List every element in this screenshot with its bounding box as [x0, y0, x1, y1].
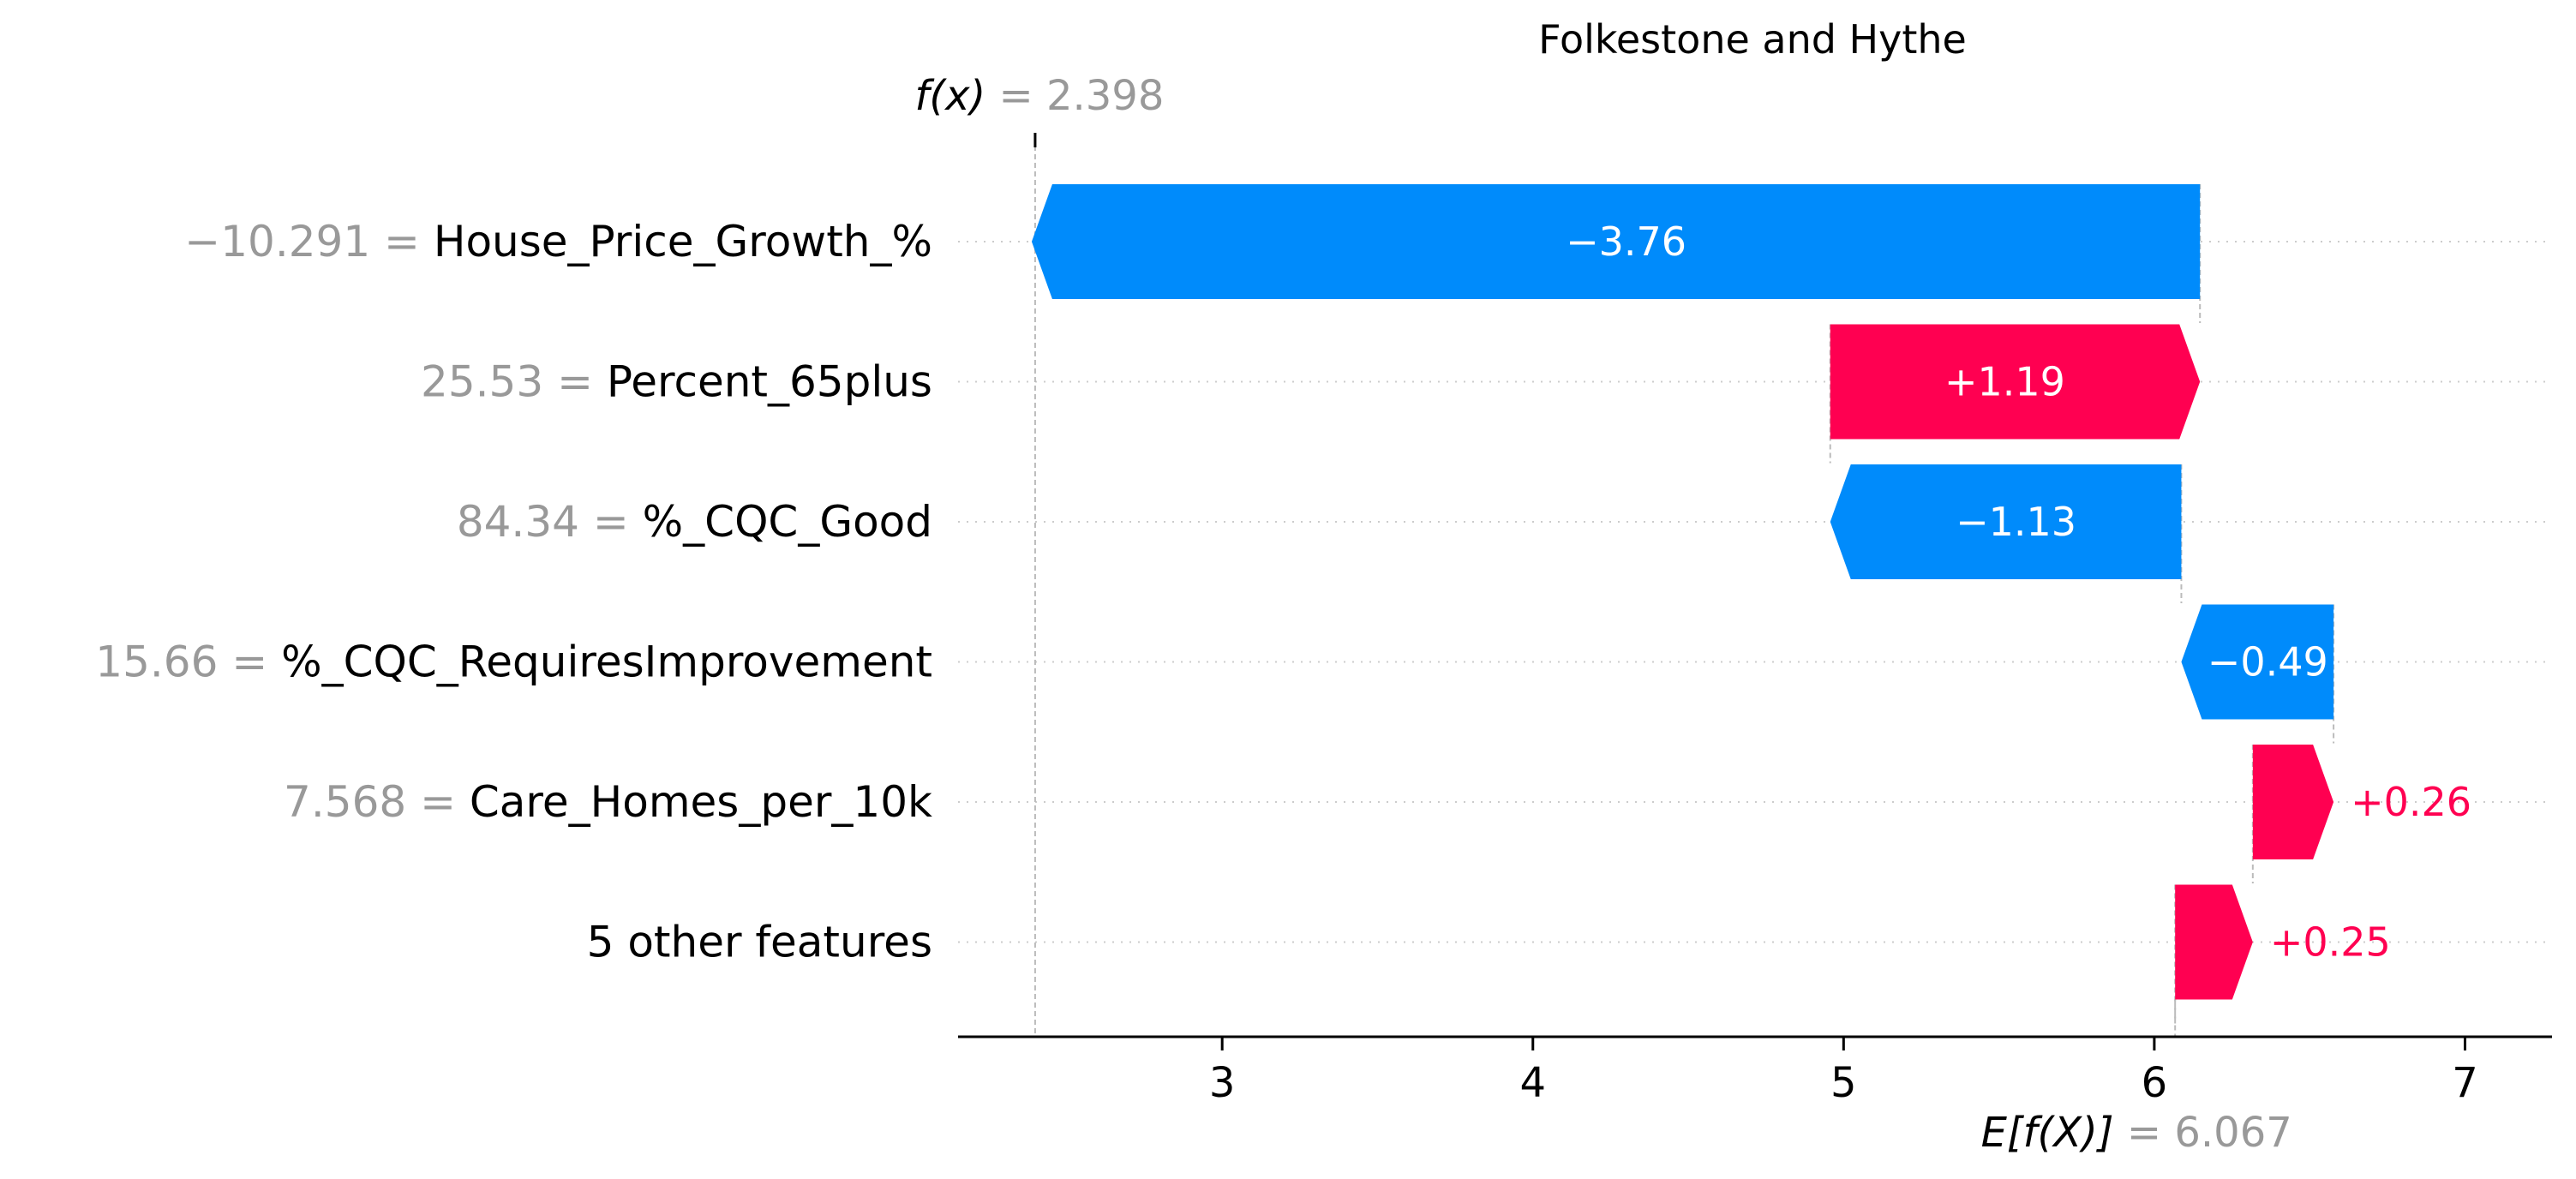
bar-value-label: +1.19: [1944, 359, 2065, 405]
x-tick-label: 4: [1519, 1059, 1546, 1107]
fx-value: 2.398: [1046, 72, 1164, 120]
feature-equals: =: [218, 637, 281, 687]
base-annotation-text: E[f(X)] = 6.067: [1981, 1109, 2292, 1157]
feature-labels: −10.291 = House_Price_Growth_% 25.53 = Pe…: [95, 217, 932, 967]
bar-value-label: −0.49: [2208, 639, 2328, 685]
feature-name: %_CQC_RequiresImprovement: [281, 637, 932, 687]
feature-label: 5 other features: [587, 918, 932, 967]
feature-value: 15.66: [95, 637, 218, 687]
base-annotation: E[f(X)] = 6.067: [1981, 1109, 2292, 1157]
x-tick-label: 6: [2142, 1059, 2168, 1107]
feature-label: 25.53 = Percent_65plus: [421, 357, 932, 407]
feature-name: 5 other features: [587, 918, 932, 967]
feature-equals: =: [543, 357, 607, 407]
positive-bar: [2175, 884, 2253, 1000]
negative-bar: [2181, 604, 2334, 720]
base-equals: =: [2127, 1109, 2174, 1157]
positive-bar: [2252, 745, 2334, 859]
feature-label: −10.291 = House_Price_Growth_%: [184, 217, 932, 266]
feature-name: %_CQC_Good: [643, 497, 932, 547]
feature-equals: =: [406, 777, 470, 827]
x-tick-label: 7: [2452, 1059, 2478, 1107]
bar-value-label: +0.25: [2270, 919, 2391, 966]
feature-value: 25.53: [421, 357, 543, 407]
feature-value: −10.291: [184, 217, 370, 266]
feature-label: 7.568 = Care_Homes_per_10k: [284, 777, 932, 827]
bars: −3.76 +1.19 −1.13 −0.49 +0.26 +0.25: [1031, 184, 2471, 1000]
feature-value: 84.34: [457, 497, 579, 547]
grid-layer: [958, 241, 2552, 943]
x-tick-label: 5: [1830, 1059, 1857, 1107]
fx-symbol: f(x): [914, 72, 985, 120]
bar-value-label: −3.76: [1566, 218, 1686, 265]
base-value: 6.067: [2174, 1109, 2291, 1157]
feature-label: 84.34 = %_CQC_Good: [457, 497, 932, 547]
fx-annotation: f(x) = 2.398: [914, 72, 1164, 147]
positive-bar: [1830, 324, 2201, 440]
feature-name: Care_Homes_per_10k: [470, 777, 932, 827]
chart-title: Folkestone and Hythe: [1538, 16, 1967, 63]
negative-bar: [1830, 464, 2182, 579]
x-tick-label: 3: [1209, 1059, 1236, 1107]
base-symbol: E[f(X)]: [1981, 1109, 2114, 1157]
bar-value-label: +0.26: [2351, 779, 2471, 825]
x-axis: 3 4 5 6 7: [958, 1035, 2552, 1107]
feature-equals: =: [579, 497, 643, 547]
bar-value-label: −1.13: [1956, 499, 2076, 545]
fx-annotation-text: f(x) = 2.398: [914, 72, 1164, 120]
fx-equals: =: [998, 72, 1045, 120]
feature-name: House_Price_Growth_%: [434, 217, 932, 266]
feature-label: 15.66 = %_CQC_RequiresImprovement: [95, 637, 932, 687]
feature-value: 7.568: [284, 777, 406, 827]
feature-name: Percent_65plus: [607, 357, 932, 407]
negative-bar: [1031, 184, 2201, 299]
feature-equals: =: [370, 217, 434, 266]
